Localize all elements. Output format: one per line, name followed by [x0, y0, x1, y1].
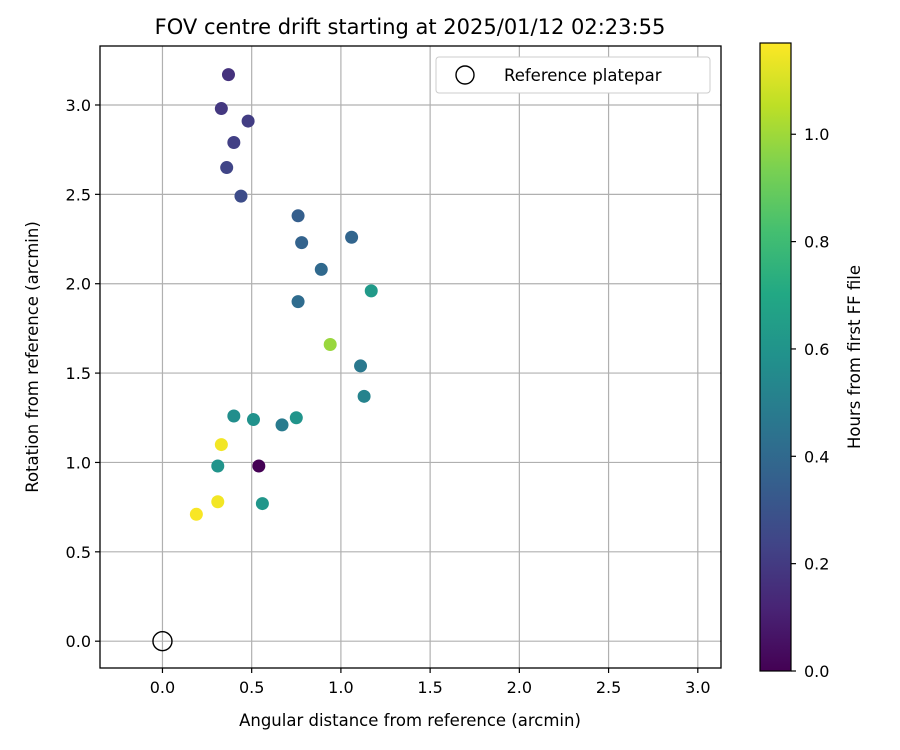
data-point: [189, 507, 203, 521]
colorbar-label: Hours from first FF file: [845, 265, 864, 449]
data-point: [314, 262, 328, 276]
data-point: [214, 102, 228, 116]
data-point: [255, 497, 269, 511]
x-tick-label: 1.0: [328, 678, 353, 697]
data-point: [211, 459, 225, 473]
y-tick-label: 2.0: [66, 275, 91, 294]
x-ticks: 0.0 0.5 1.0 1.5 2.0 2.5 3.0: [150, 668, 711, 697]
plot-frame: [99, 45, 722, 669]
legend-reference-marker: [455, 65, 475, 85]
colorbar-tick-label: 0.2: [804, 555, 829, 574]
colorbar-tick-label: 0.0: [804, 662, 829, 681]
colorbar-tick-label: 1.0: [804, 125, 829, 144]
data-point: [357, 389, 371, 403]
x-tick-label: 3.0: [685, 678, 710, 697]
legend: Reference platepar: [435, 56, 711, 94]
x-tick-label: 0.0: [150, 678, 175, 697]
data-point: [291, 209, 305, 223]
x-axis-label: Angular distance from reference (arcmin): [239, 711, 581, 730]
data-point: [289, 411, 303, 425]
scatter-points: [189, 68, 378, 521]
data-point: [364, 284, 378, 298]
y-tick-label: 1.5: [66, 364, 91, 383]
data-point: [252, 459, 266, 473]
grid: [100, 46, 721, 668]
y-tick-label: 0.0: [66, 632, 91, 651]
colorbar-tick-label: 0.8: [804, 233, 829, 252]
data-point: [295, 236, 309, 250]
x-tick-label: 2.5: [596, 678, 621, 697]
y-tick-label: 1.0: [66, 453, 91, 472]
y-tick-label: 0.5: [66, 543, 91, 562]
data-point: [221, 68, 235, 82]
legend-box: [435, 56, 711, 94]
x-tick-label: 1.5: [417, 678, 442, 697]
data-point: [211, 495, 225, 509]
y-tick-label: 2.5: [66, 185, 91, 204]
colorbar-tick-label: 0.6: [804, 340, 829, 359]
data-point: [214, 438, 228, 452]
data-point: [246, 413, 260, 427]
colorbar-gradient: [759, 42, 792, 672]
data-point: [345, 230, 359, 244]
data-point: [291, 295, 305, 309]
colorbar-tick-label: 0.4: [804, 447, 829, 466]
x-tick-label: 2.0: [507, 678, 532, 697]
data-point: [234, 189, 248, 203]
colorbar-ticks: 0.0 0.2 0.4 0.6 0.8 1.0: [791, 125, 829, 681]
y-tick-label: 3.0: [66, 96, 91, 115]
data-point: [241, 114, 255, 128]
reference-platepar-marker: [152, 630, 173, 652]
data-point: [275, 418, 289, 432]
chart-title: FOV centre drift starting at 2025/01/12 …: [155, 15, 666, 39]
data-point: [227, 409, 241, 423]
data-point: [354, 359, 368, 373]
reference-marker-layer: [152, 630, 173, 652]
legend-label-reference: Reference platepar: [504, 66, 662, 85]
colorbar: 0.0 0.2 0.4 0.6 0.8 1.0 Hours from first FF f…: [759, 42, 864, 681]
y-axis-label: Rotation from reference (arcmin): [23, 221, 42, 493]
data-point: [227, 136, 241, 150]
data-point: [323, 337, 337, 351]
data-point: [220, 161, 234, 175]
x-tick-label: 0.5: [239, 678, 264, 697]
y-ticks: 0.0 0.5 1.0 1.5 2.0 2.5 3.0: [66, 96, 100, 651]
